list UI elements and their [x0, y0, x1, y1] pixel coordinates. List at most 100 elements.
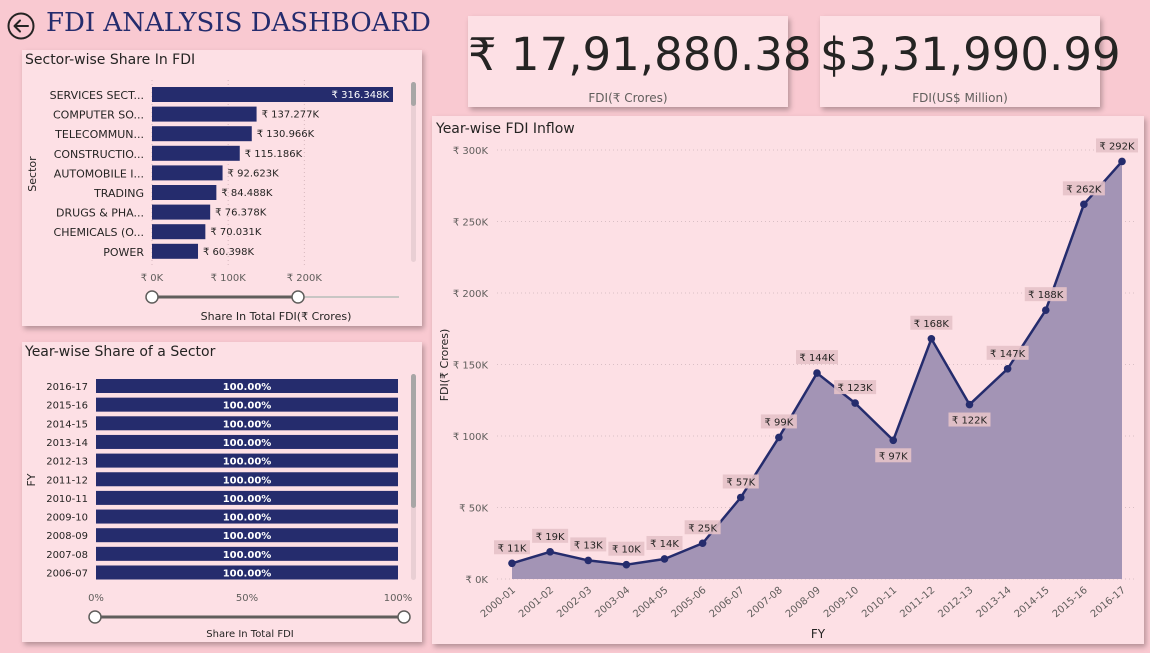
- fdi-data-label-bg: [570, 537, 607, 552]
- fy-share-data-label: 100.00%: [223, 550, 272, 561]
- fy-share-bar[interactable]: [96, 379, 398, 393]
- fdi-data-label-bg: [875, 448, 912, 463]
- fy-share-bar[interactable]: [96, 397, 398, 412]
- fdi-data-point[interactable]: [546, 548, 554, 556]
- sector-data-label: ₹ 115.186K: [245, 149, 303, 160]
- fdi-data-point[interactable]: [965, 400, 974, 409]
- fdi-data-point[interactable]: [736, 493, 745, 502]
- fy-x-tick-label: 0%: [88, 593, 104, 604]
- fdi-y-tick-label: ₹ 50K: [459, 504, 488, 515]
- fdi-data-point[interactable]: [851, 399, 859, 407]
- fdi-data-label: ₹ 147K: [990, 349, 1026, 360]
- sector-bar[interactable]: [152, 185, 217, 200]
- fdi-data-point[interactable]: [889, 436, 898, 445]
- sector-data-label: ₹ 70.031K: [210, 227, 262, 238]
- sector-bar[interactable]: [152, 87, 393, 102]
- fdi-data-point[interactable]: [813, 369, 821, 377]
- sector-category-label: TRADING: [93, 187, 144, 200]
- kpi-value-fdi-usd: $3,31,990.99: [820, 28, 1121, 81]
- fdi-data-label: ₹ 144K: [799, 353, 835, 364]
- sector-slider-handle-max[interactable]: [291, 290, 305, 304]
- fy-share-bar[interactable]: [96, 565, 398, 580]
- fdi-data-point[interactable]: [584, 556, 593, 565]
- fdi-data-label-bg: [494, 540, 530, 555]
- fy-share-data-label: 100.00%: [223, 401, 272, 412]
- kpi-label-fdi-inr: FDI(₹ Crores): [588, 91, 668, 105]
- fdi-data-label-bg: [608, 541, 645, 556]
- fy-category-label: 2016-17: [46, 382, 88, 393]
- fy-share-bar[interactable]: [96, 434, 398, 449]
- fy-share-bar[interactable]: [96, 546, 398, 561]
- sector-scrollbar-thumb[interactable]: [411, 82, 416, 106]
- back-arrow-icon[interactable]: [6, 11, 36, 41]
- sector-bar[interactable]: [152, 224, 206, 240]
- fdi-data-label: ₹ 262K: [1066, 184, 1102, 195]
- sector-chart-title: Sector-wise Share In FDI: [25, 52, 196, 68]
- sector-bar[interactable]: [152, 204, 211, 220]
- fy-category-label: 2012-13: [46, 457, 88, 468]
- fdi-data-label-bg: [796, 350, 838, 365]
- fdi-data-point[interactable]: [1041, 306, 1050, 314]
- sector-category-label: POWER: [103, 246, 144, 259]
- sector-data-label: ₹ 137.277K: [262, 110, 320, 121]
- fdi-x-tick-label: 2008-09: [784, 585, 823, 620]
- fdi-data-point[interactable]: [1118, 157, 1126, 166]
- fy-scrollbar-thumb[interactable]: [411, 374, 416, 508]
- fy-slider-handle-max[interactable]: [397, 610, 411, 624]
- fy-category-label: 2010-11: [46, 494, 88, 505]
- kpi-card-fdi-inr: ₹ 17,91,880.38 FDI(₹ Crores): [468, 16, 812, 107]
- fdi-x-tick-label: 2009-10: [822, 585, 861, 620]
- fdi-x-tick-label: 2004-05: [631, 585, 670, 620]
- sector-category-label: CHEMICALS (O...: [54, 226, 144, 239]
- fdi-data-label-bg: [1062, 181, 1105, 196]
- fy-share-data-label: 100.00%: [223, 569, 272, 580]
- fdi-data-label-bg: [948, 412, 991, 427]
- sector-bar[interactable]: [152, 165, 223, 181]
- fdi-data-point[interactable]: [698, 539, 707, 548]
- fdi-data-label: ₹ 97K: [879, 451, 908, 462]
- fdi-x-tick-label: 2005-06: [669, 585, 708, 620]
- fy-share-bar[interactable]: [96, 453, 398, 468]
- sector-category-label: CONSTRUCTIO...: [54, 148, 144, 161]
- fdi-data-point[interactable]: [508, 559, 516, 568]
- fy-share-bar[interactable]: [96, 472, 398, 487]
- fdi-x-tick-label: 2002-03: [555, 585, 594, 620]
- sector-data-label: ₹ 60.398K: [203, 247, 255, 258]
- fdi-data-point[interactable]: [622, 560, 631, 569]
- fy-share-bar[interactable]: [96, 509, 398, 524]
- fdi-x-tick-label: 2015-16: [1051, 585, 1090, 620]
- fdi-data-point[interactable]: [1003, 364, 1012, 373]
- sector-bar[interactable]: [152, 106, 257, 122]
- fy-share-bar[interactable]: [96, 416, 398, 431]
- sector-x-axis-title: Share In Total FDI(₹ Crores): [201, 310, 352, 323]
- sector-y-axis-title: Sector: [26, 156, 39, 192]
- fy-share-data-label: 100.00%: [223, 419, 272, 430]
- fdi-x-axis-title: FY: [811, 627, 826, 641]
- sector-bar[interactable]: [152, 243, 199, 259]
- fdi-inflow-chart-title: Year-wise FDI Inflow: [436, 121, 575, 137]
- fdi-data-label-bg: [646, 535, 683, 550]
- sector-category-label: TELECOMMUN...: [54, 128, 144, 141]
- fdi-data-point[interactable]: [927, 334, 936, 343]
- kpi-label-fdi-usd: FDI(US$ Million): [912, 91, 1008, 105]
- fy-share-bar[interactable]: [96, 528, 398, 543]
- fdi-data-point[interactable]: [660, 555, 669, 563]
- fdi-data-label: ₹ 13K: [574, 540, 603, 551]
- sector-bar[interactable]: [152, 145, 240, 161]
- fdi-data-point[interactable]: [775, 433, 783, 442]
- fdi-y-tick-label: ₹ 0K: [466, 575, 489, 586]
- fdi-data-label: ₹ 57K: [726, 477, 755, 488]
- fdi-y-tick-label: ₹ 200K: [453, 289, 489, 300]
- fdi-data-point[interactable]: [1080, 200, 1088, 209]
- sector-slider-handle-min[interactable]: [145, 290, 159, 304]
- sector-category-label: AUTOMOBILE I...: [54, 167, 144, 180]
- fdi-y-tick-label: ₹ 250K: [453, 218, 489, 229]
- sector-data-label: ₹ 316.348K: [332, 90, 390, 101]
- fy-slider-handle-min[interactable]: [88, 610, 102, 624]
- fy-share-data-label: 100.00%: [223, 475, 272, 486]
- fdi-data-label-bg: [532, 528, 569, 543]
- fdi-data-label: ₹ 99K: [764, 417, 793, 428]
- fdi-y-tick-label: ₹ 100K: [453, 432, 489, 443]
- sector-bar[interactable]: [152, 126, 252, 142]
- fy-share-bar[interactable]: [96, 490, 398, 505]
